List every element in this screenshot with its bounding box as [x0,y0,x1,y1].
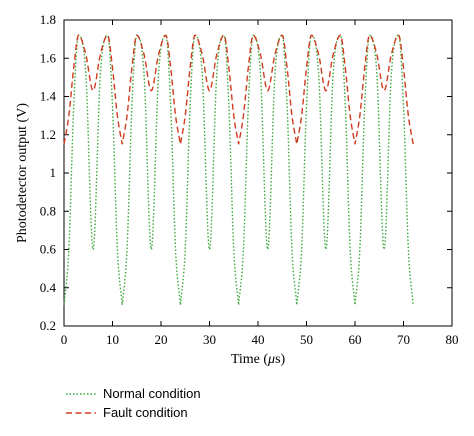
series-layer [63,34,414,306]
y-axis-label: Photodetector output (V) [15,103,30,243]
y-tick-label: 1.4 [40,89,57,104]
series-line-normal [63,34,414,306]
x-tick-label: 30 [203,332,216,347]
x-tick-label: 40 [252,332,265,347]
y-tick-label: 1.6 [40,50,57,65]
legend-label-normal: Normal condition [103,386,201,401]
y-tick-label: 1 [50,165,57,180]
x-tick-label: 10 [106,332,119,347]
x-tick-label: 0 [61,332,68,347]
y-tick-label: 0.4 [40,280,57,295]
x-tick-label: 20 [155,332,168,347]
y-tick-label: 0.6 [40,242,57,257]
plot-frame [63,19,453,327]
x-tick-label: 70 [397,332,410,347]
x-tick-label: 60 [349,332,362,347]
legend-label-fault: Fault condition [103,405,188,420]
axis-ticks: 0 10 20 30 40 50 60 70 80 0.2 0.4 0.6 0.8 1 1.2 1.4 1.6 1… [40,12,459,347]
x-tick-label: 80 [446,332,459,347]
y-tick-label: 0.8 [40,203,56,218]
y-tick-label: 1.8 [40,12,56,27]
legend: Normal condition Fault condition [66,386,201,420]
y-tick-label: 1.2 [40,127,56,142]
x-tick-label: 50 [300,332,313,347]
series-line-fault [63,34,414,145]
x-axis-label: Time (μs) [231,352,286,367]
y-tick-label: 0.2 [40,318,56,333]
